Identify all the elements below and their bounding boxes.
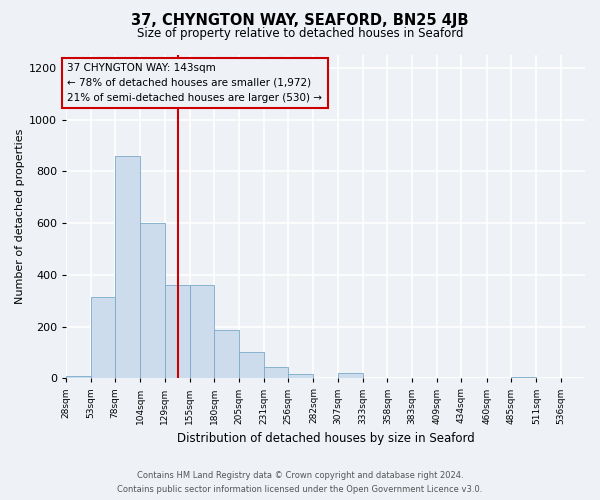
Bar: [140, 223, 164, 378]
Bar: [115, 156, 140, 378]
Bar: [239, 352, 264, 378]
Text: 37 CHYNGTON WAY: 143sqm
← 78% of detached houses are smaller (1,972)
21% of semi: 37 CHYNGTON WAY: 143sqm ← 78% of detache…: [67, 63, 322, 102]
Bar: [338, 373, 363, 378]
Bar: [91, 297, 115, 378]
X-axis label: Distribution of detached houses by size in Seaford: Distribution of detached houses by size …: [177, 432, 475, 445]
Bar: [164, 285, 190, 378]
Bar: [264, 366, 288, 378]
Bar: [511, 377, 536, 378]
Text: Contains HM Land Registry data © Crown copyright and database right 2024.
Contai: Contains HM Land Registry data © Crown c…: [118, 472, 482, 494]
Text: Size of property relative to detached houses in Seaford: Size of property relative to detached ho…: [137, 28, 463, 40]
Y-axis label: Number of detached properties: Number of detached properties: [15, 129, 25, 304]
Bar: [67, 376, 91, 378]
Bar: [190, 285, 214, 378]
Text: 37, CHYNGTON WAY, SEAFORD, BN25 4JB: 37, CHYNGTON WAY, SEAFORD, BN25 4JB: [131, 12, 469, 28]
Bar: [288, 374, 313, 378]
Bar: [214, 330, 239, 378]
